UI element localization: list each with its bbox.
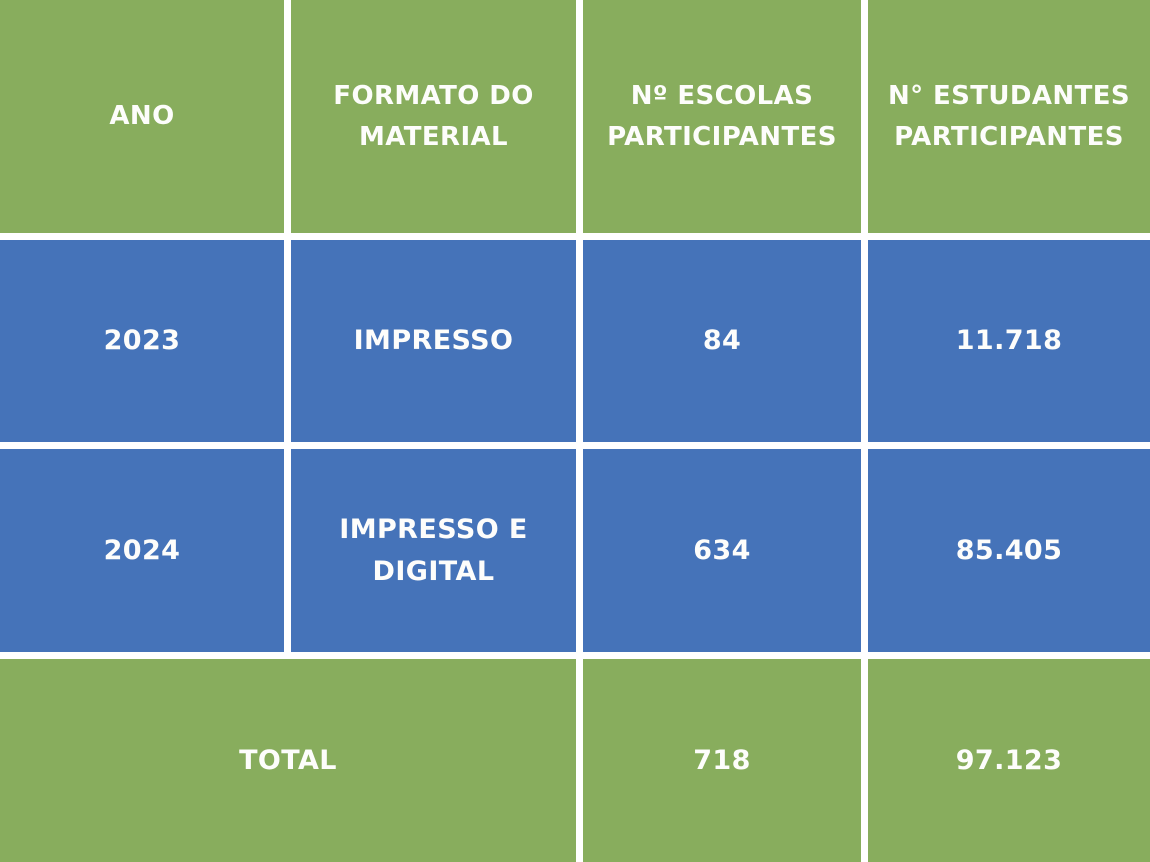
header-label-formato: FORMATO DO MATERIAL: [333, 81, 534, 152]
header-label-ano: ANO: [109, 101, 175, 132]
footer-total-estudantes: 97.123: [955, 744, 1063, 776]
header-cell-formato: FORMATO DO MATERIAL: [291, 0, 576, 233]
footer-cell-total-escolas: 718: [583, 659, 861, 862]
table-row-2024-formato: IMPRESSO E DIGITAL: [291, 449, 576, 652]
table-row-2024-ano: 2024: [0, 449, 284, 652]
cell-value-2024-estudantes: 85.405: [955, 534, 1063, 566]
cell-value-2024-formato: IMPRESSO E DIGITAL: [339, 513, 528, 587]
header-label-estudantes: N° ESTUDANTES PARTICIPANTES: [887, 81, 1131, 152]
cell-value-2023-formato: IMPRESSO: [353, 325, 514, 357]
cell-value-2023-estudantes: 11.718: [955, 325, 1063, 357]
footer-cell-total-estudantes: 97.123: [868, 659, 1150, 862]
cell-value-2023-escolas: 84: [702, 325, 742, 357]
cell-value-2024-escolas: 634: [693, 534, 751, 566]
cell-value-2024-ano: 2024: [103, 534, 181, 566]
footer-total-label: TOTAL: [239, 744, 337, 776]
footer-cell-total-label: TOTAL: [0, 659, 576, 862]
table-row-2023-escolas: 84: [583, 240, 861, 442]
table-row-2024-estudantes: 85.405: [868, 449, 1150, 652]
table-row-2024-escolas: 634: [583, 449, 861, 652]
header-cell-estudantes: N° ESTUDANTES PARTICIPANTES: [868, 0, 1150, 233]
table-row-2023-formato: IMPRESSO: [291, 240, 576, 442]
footer-total-escolas: 718: [693, 744, 751, 776]
header-cell-escolas: Nº ESCOLAS PARTICIPANTES: [583, 0, 861, 233]
header-label-escolas: Nº ESCOLAS PARTICIPANTES: [607, 81, 837, 152]
table-row-2023-estudantes: 11.718: [868, 240, 1150, 442]
header-cell-ano: ANO: [0, 0, 284, 233]
cell-value-2023-ano: 2023: [103, 325, 181, 357]
table-row-2023-ano: 2023: [0, 240, 284, 442]
